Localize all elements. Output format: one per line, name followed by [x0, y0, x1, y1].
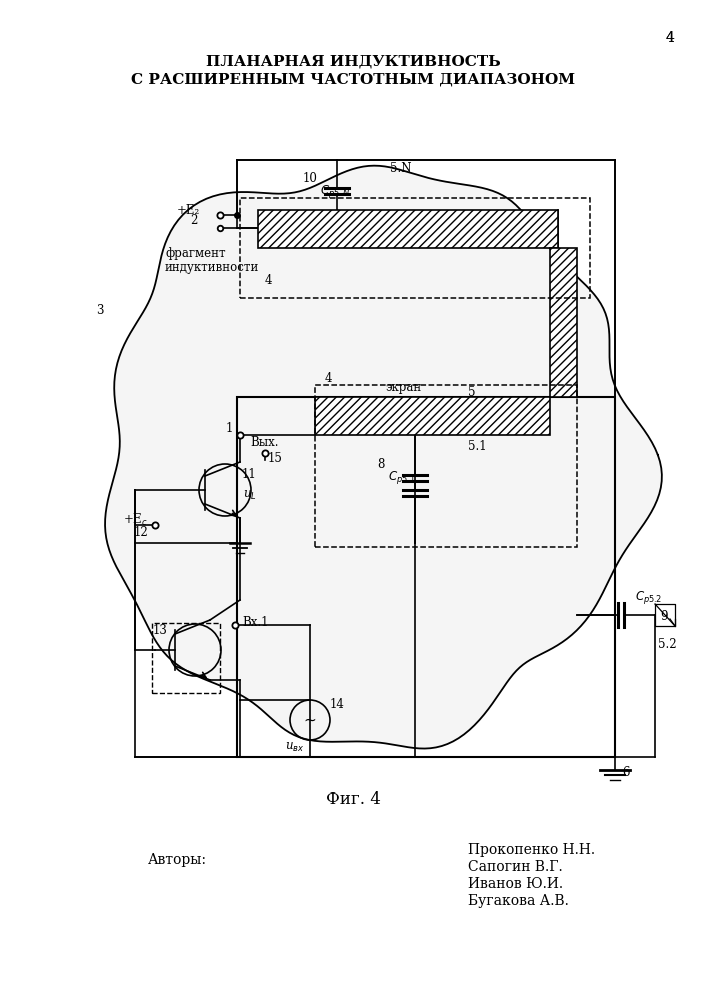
Text: Авторы:: Авторы:: [148, 853, 207, 867]
Text: 10: 10: [302, 172, 317, 184]
Text: $C_{p5.2}$: $C_{p5.2}$: [635, 589, 662, 606]
Text: 5.N: 5.N: [390, 161, 411, 174]
Bar: [315, 385, 577, 547]
Text: 3: 3: [96, 304, 104, 316]
Bar: [550, 248, 577, 397]
Text: u$_L$: u$_L$: [243, 488, 257, 502]
Text: Прокопенко Н.Н.: Прокопенко Н.Н.: [468, 843, 595, 857]
Text: 6: 6: [622, 766, 629, 780]
Text: Вх.1: Вх.1: [242, 615, 269, 629]
Text: 4: 4: [265, 273, 272, 286]
Bar: [240, 198, 590, 298]
Text: 4: 4: [665, 31, 674, 45]
Text: 9: 9: [660, 610, 667, 624]
Text: ~: ~: [303, 712, 316, 728]
Text: 4: 4: [665, 31, 674, 45]
Text: 14: 14: [330, 698, 345, 712]
Polygon shape: [105, 166, 662, 749]
Text: $C_{p5.N}$: $C_{p5.N}$: [320, 184, 351, 200]
Text: +E$_c$: +E$_c$: [123, 512, 148, 528]
Text: 5.2: 5.2: [658, 639, 677, 652]
Text: 1: 1: [226, 422, 233, 434]
Text: фрагмент: фрагмент: [165, 246, 226, 259]
Text: С РАСШИРЕННЫМ ЧАСТОТНЫМ ДИАПАЗОНОМ: С РАСШИРЕННЫМ ЧАСТОТНЫМ ДИАПАЗОНОМ: [131, 73, 575, 87]
Text: индуктивности: индуктивности: [165, 260, 259, 273]
Text: 15: 15: [268, 452, 283, 464]
Bar: [237, 397, 615, 757]
Text: 11: 11: [242, 468, 257, 482]
Text: Бугакова А.В.: Бугакова А.В.: [468, 894, 569, 908]
Text: +E₂: +E₂: [177, 204, 200, 217]
Text: 12: 12: [133, 526, 148, 538]
Text: Фиг. 4: Фиг. 4: [325, 792, 380, 808]
Text: 13: 13: [152, 624, 167, 637]
Text: 4: 4: [560, 278, 568, 292]
Text: Сапогин В.Г.: Сапогин В.Г.: [468, 860, 563, 874]
Text: 4: 4: [325, 371, 332, 384]
Bar: [258, 210, 558, 248]
Bar: [152, 623, 220, 693]
Text: 2: 2: [191, 214, 198, 227]
Text: ПЛАНАРНАЯ ИНДУКТИВНОСТЬ: ПЛАНАРНАЯ ИНДУКТИВНОСТЬ: [206, 55, 501, 69]
Text: экран: экран: [385, 381, 421, 394]
Text: 8: 8: [378, 458, 385, 472]
Text: Вых.: Вых.: [250, 436, 279, 450]
Text: 5: 5: [468, 385, 476, 398]
Text: Иванов Ю.И.: Иванов Ю.И.: [468, 877, 563, 891]
Text: 5.1: 5.1: [468, 440, 486, 454]
Text: $C_{p5.1}$: $C_{p5.1}$: [388, 468, 416, 486]
Bar: [315, 397, 550, 435]
Text: u$_{вх}$: u$_{вх}$: [285, 740, 305, 754]
